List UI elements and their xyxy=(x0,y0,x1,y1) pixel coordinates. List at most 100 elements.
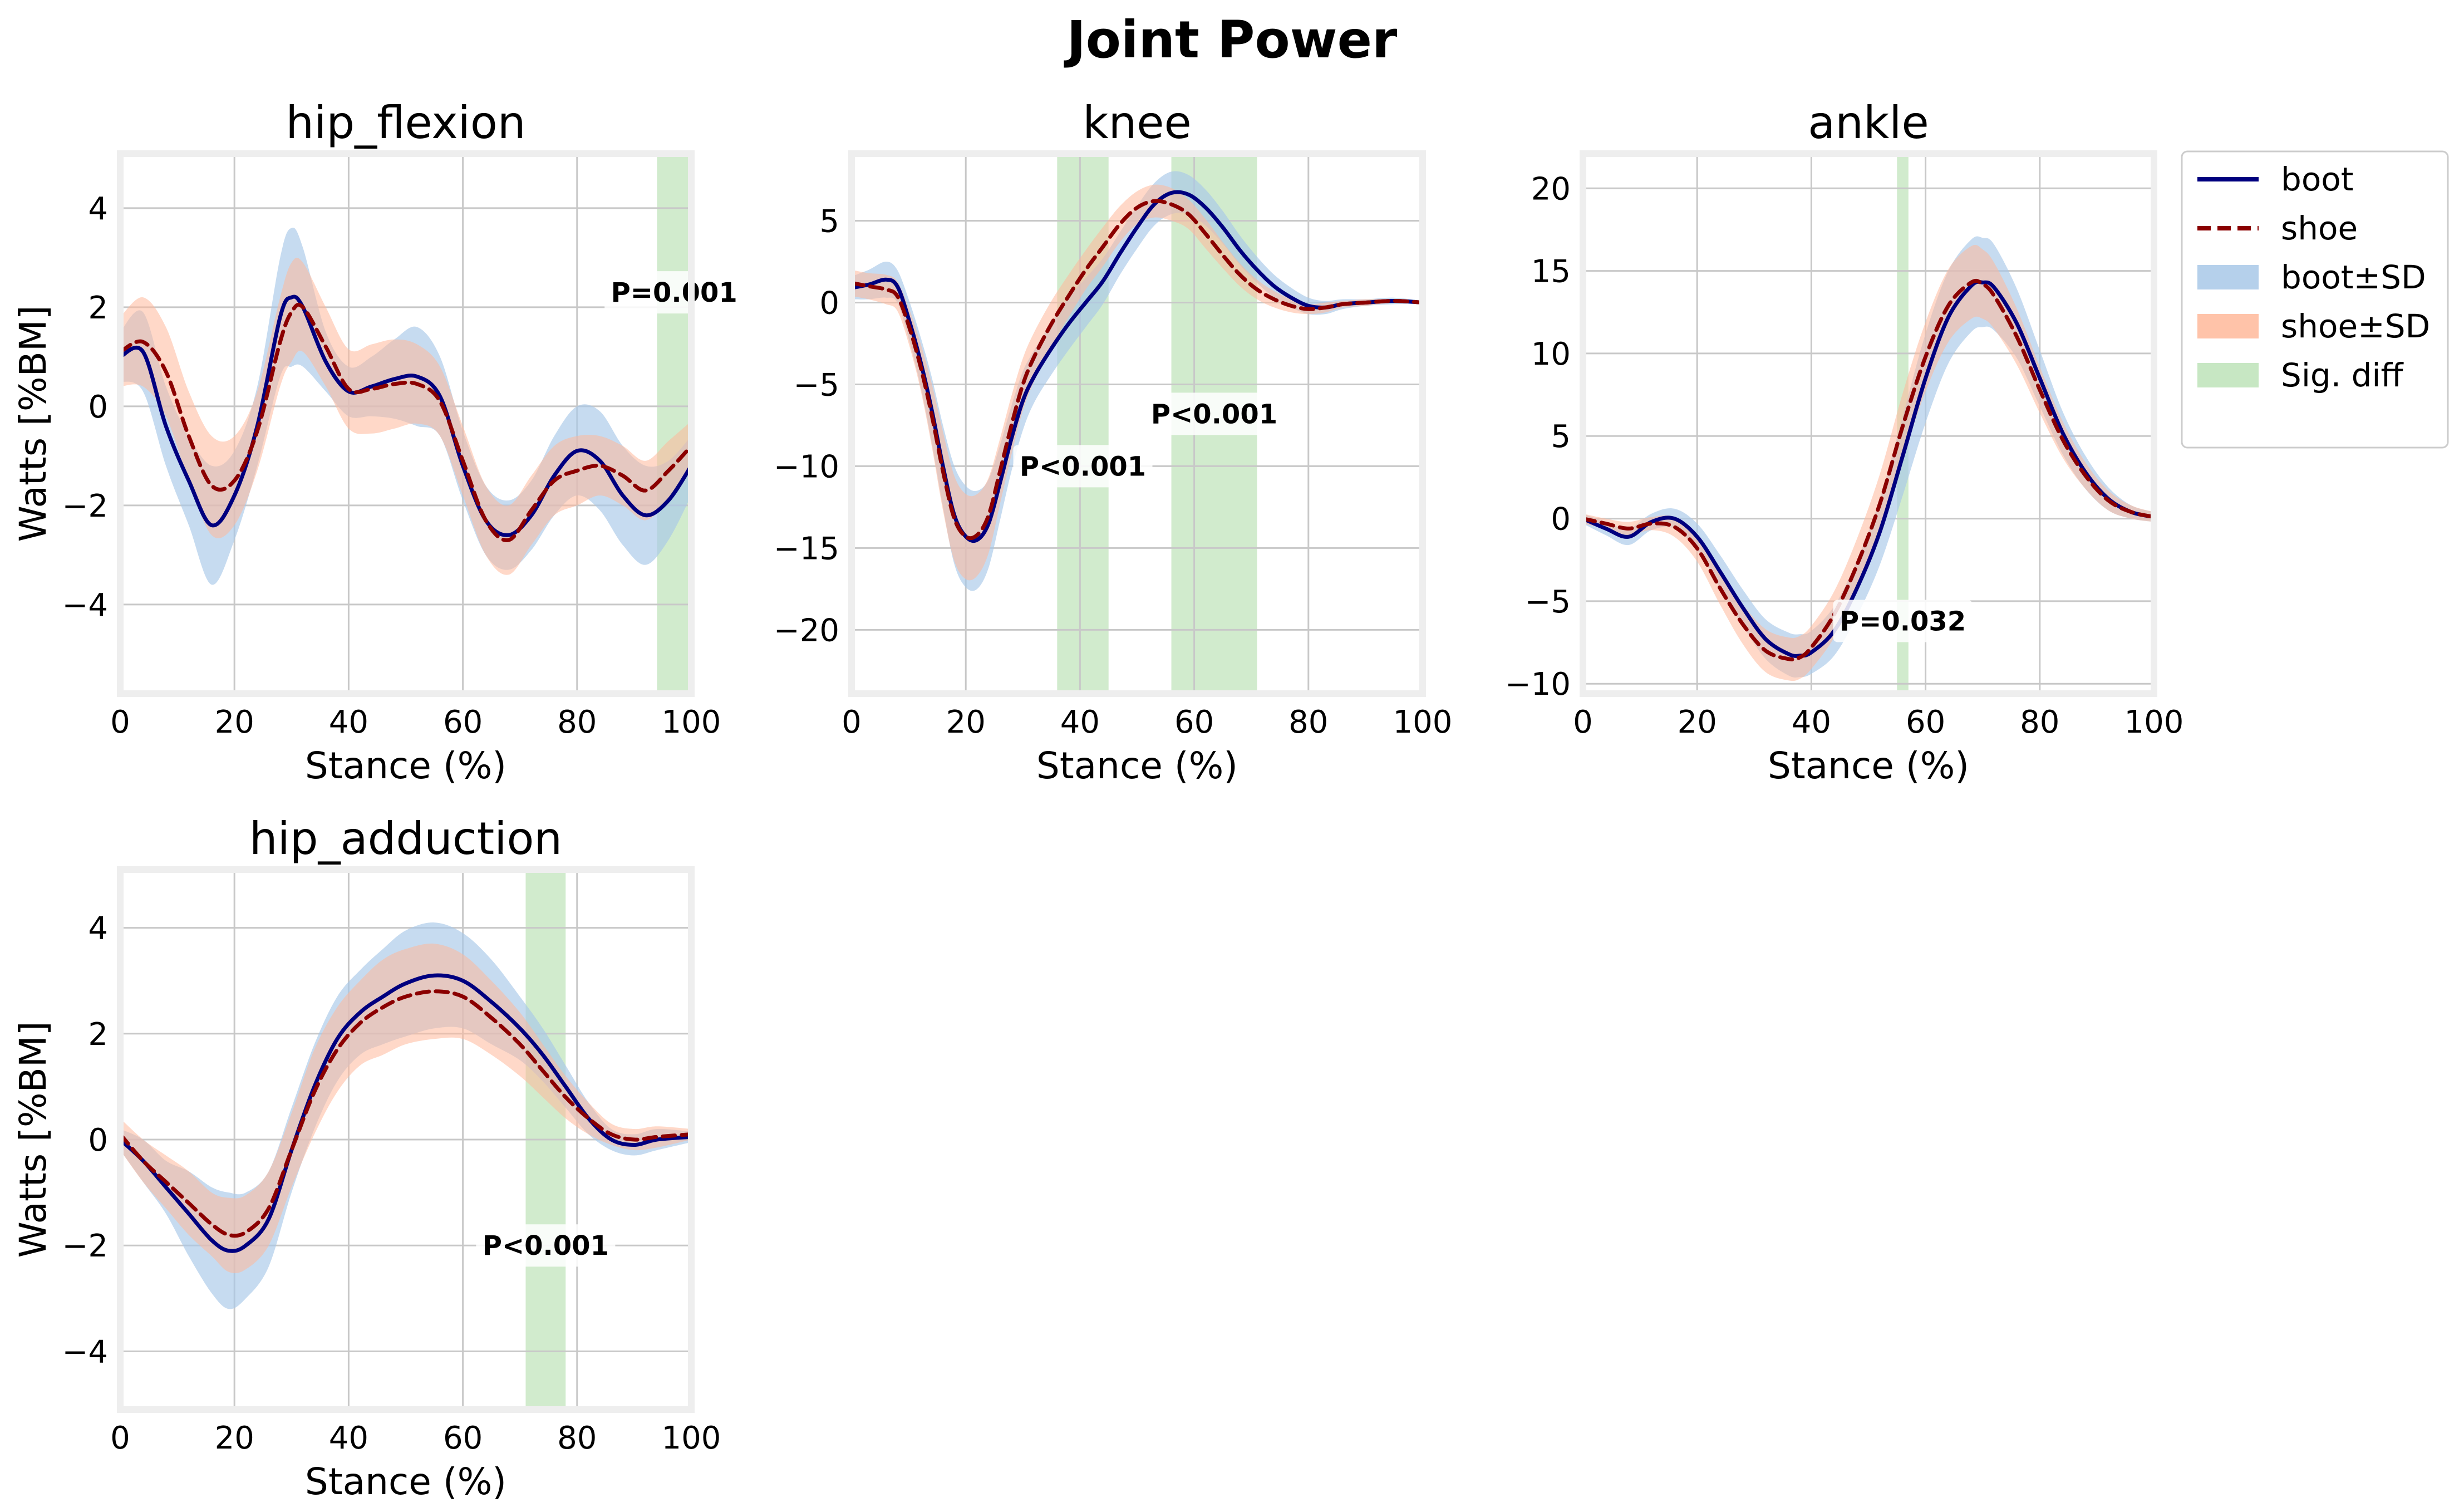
y-tick-label: −5 xyxy=(793,367,839,403)
band-shoe-sd xyxy=(1583,244,2154,681)
x-tick-label: 40 xyxy=(1792,704,1831,740)
y-tick-label: −2 xyxy=(62,488,108,524)
annotation-box xyxy=(1013,445,1153,488)
x-tick-label: 60 xyxy=(443,704,483,740)
x-tick-label: 100 xyxy=(662,1420,721,1456)
x-tick-label: 60 xyxy=(1906,704,1945,740)
legend-label: Sig. diff xyxy=(2281,356,2404,394)
subplot-title: knee xyxy=(1083,97,1191,149)
p-value-label: P=0.001 xyxy=(611,277,737,308)
y-tick-label: −20 xyxy=(774,612,839,649)
legend-label: shoe±SD xyxy=(2281,307,2430,345)
x-tick-label: 100 xyxy=(1393,704,1453,740)
x-tick-label: 60 xyxy=(443,1420,483,1456)
y-tick-label: 20 xyxy=(1531,171,1571,207)
x-tick-label: 20 xyxy=(1678,704,1717,740)
x-tick-label: 20 xyxy=(946,704,986,740)
axes-frame xyxy=(1580,150,2157,697)
x-axis-label: Stance (%) xyxy=(1036,744,1238,787)
band-shoe-sd xyxy=(120,943,691,1274)
annotation-box xyxy=(604,271,744,314)
subplot-title: hip_flexion xyxy=(286,97,525,149)
y-tick-label: 4 xyxy=(88,911,108,947)
line-boot xyxy=(852,190,1423,543)
x-axis-label: Stance (%) xyxy=(305,1460,506,1503)
x-tick-label: 100 xyxy=(2124,704,2184,740)
y-tick-label: 2 xyxy=(88,1017,108,1053)
x-tick-label: 0 xyxy=(110,1420,130,1456)
sig-diff-region xyxy=(657,154,691,694)
line-shoe xyxy=(852,199,1423,541)
x-axis-label: Stance (%) xyxy=(1768,744,1969,787)
x-tick-label: 40 xyxy=(329,1420,368,1456)
axes-frame xyxy=(848,150,1426,697)
band-shoe-sd xyxy=(852,184,1423,581)
y-tick-label: 0 xyxy=(88,389,108,425)
x-tick-label: 0 xyxy=(1573,704,1593,740)
y-axis-label: Watts [%BM] xyxy=(12,1021,55,1258)
band-shoe-sd xyxy=(120,257,691,575)
x-tick-label: 100 xyxy=(662,704,721,740)
y-tick-label: 2 xyxy=(88,290,108,326)
y-tick-label: −5 xyxy=(1524,584,1571,620)
x-tick-label: 20 xyxy=(215,704,254,740)
band-boot-sd xyxy=(852,171,1423,591)
p-value-label: P<0.001 xyxy=(1151,399,1277,430)
p-value-label: P<0.001 xyxy=(483,1230,609,1261)
line-shoe xyxy=(120,989,691,1238)
x-tick-label: 40 xyxy=(1060,704,1100,740)
subplot-hip-flexion: P=0.001 0 20 40 60 80 100 −4 −2 0 2 4 hip_flexion Sta… xyxy=(12,97,744,787)
legend-label: shoe xyxy=(2281,209,2358,247)
plot-area xyxy=(120,870,691,1410)
y-tick-label: −2 xyxy=(62,1228,108,1264)
y-tick-label: −4 xyxy=(62,1334,108,1370)
subplot-ankle: P=0.032 0 20 40 60 80 100 −10 −5 0 5 10 15 20 ankle Sta… xyxy=(1505,97,2184,787)
y-tick-label: −4 xyxy=(62,587,108,624)
x-tick-label: 0 xyxy=(842,704,862,740)
y-tick-label: 15 xyxy=(1531,254,1571,290)
legend-swatch-sigdiff xyxy=(2197,363,2259,387)
subplot-hip-adduction: P<0.001 0 20 40 60 80 100 −4 −2 0 2 4 hip_adduction S… xyxy=(12,813,721,1503)
x-tick-label: 0 xyxy=(110,704,130,740)
x-tick-label: 80 xyxy=(2020,704,2059,740)
y-tick-label: −10 xyxy=(1505,666,1571,703)
axes-frame xyxy=(117,150,695,697)
y-tick-label: 5 xyxy=(819,204,839,240)
legend-swatch-shoesd xyxy=(2197,314,2259,338)
line-shoe xyxy=(1583,278,2154,662)
legend-label: boot±SD xyxy=(2281,258,2426,296)
legend: boot shoe boot±SD shoe±SD Sig. diff xyxy=(2181,150,2449,449)
legend-swatch-bootsd xyxy=(2197,265,2259,289)
subplot-title: hip_adduction xyxy=(249,813,562,865)
plot-area xyxy=(120,154,691,694)
x-tick-label: 20 xyxy=(215,1420,254,1456)
annotation-box xyxy=(1833,600,1973,642)
x-tick-label: 60 xyxy=(1174,704,1214,740)
y-tick-label: 4 xyxy=(88,191,108,227)
y-axis-label: Watts [%BM] xyxy=(12,305,55,542)
x-axis-label: Stance (%) xyxy=(305,744,506,787)
plot-area xyxy=(852,154,1423,694)
figure-title: Joint Power xyxy=(1066,10,1398,70)
y-tick-label: 0 xyxy=(1551,502,1571,538)
y-tick-label: 0 xyxy=(88,1122,108,1158)
legend-label: boot xyxy=(2281,160,2354,198)
x-tick-label: 40 xyxy=(329,704,368,740)
line-boot xyxy=(1583,279,2154,658)
y-tick-label: 10 xyxy=(1531,336,1571,372)
x-tick-label: 80 xyxy=(557,1420,597,1456)
annotation-box xyxy=(1144,392,1284,435)
y-tick-label: −10 xyxy=(774,449,839,485)
axes-frame xyxy=(117,866,695,1413)
y-tick-label: 0 xyxy=(819,285,839,321)
p-value-label: P<0.001 xyxy=(1020,451,1146,482)
annotation-box xyxy=(476,1224,616,1267)
p-value-label: P=0.032 xyxy=(1840,606,1966,637)
x-tick-label: 80 xyxy=(557,704,597,740)
y-tick-label: 5 xyxy=(1551,419,1571,455)
x-tick-label: 80 xyxy=(1288,704,1328,740)
line-shoe xyxy=(120,302,691,542)
